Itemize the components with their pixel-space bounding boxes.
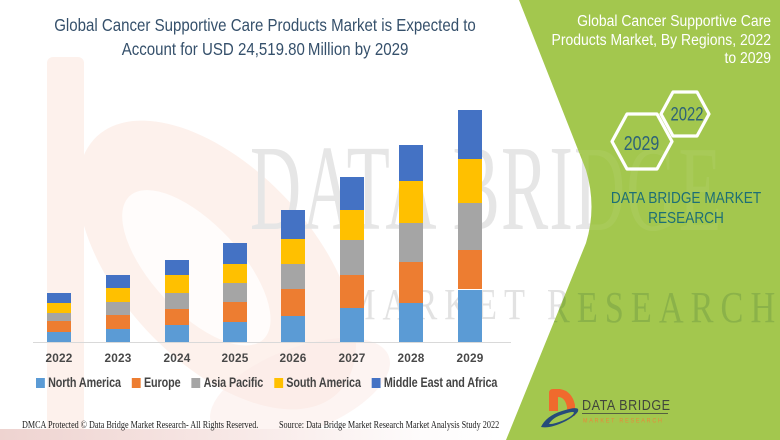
svg-text:DATA BRIDGE: DATA BRIDGE: [582, 397, 671, 413]
svg-text:2029: 2029: [624, 131, 660, 154]
svg-text:2022: 2022: [671, 104, 704, 125]
svg-text:MARKET RESEARCH: MARKET RESEARCH: [583, 418, 664, 424]
